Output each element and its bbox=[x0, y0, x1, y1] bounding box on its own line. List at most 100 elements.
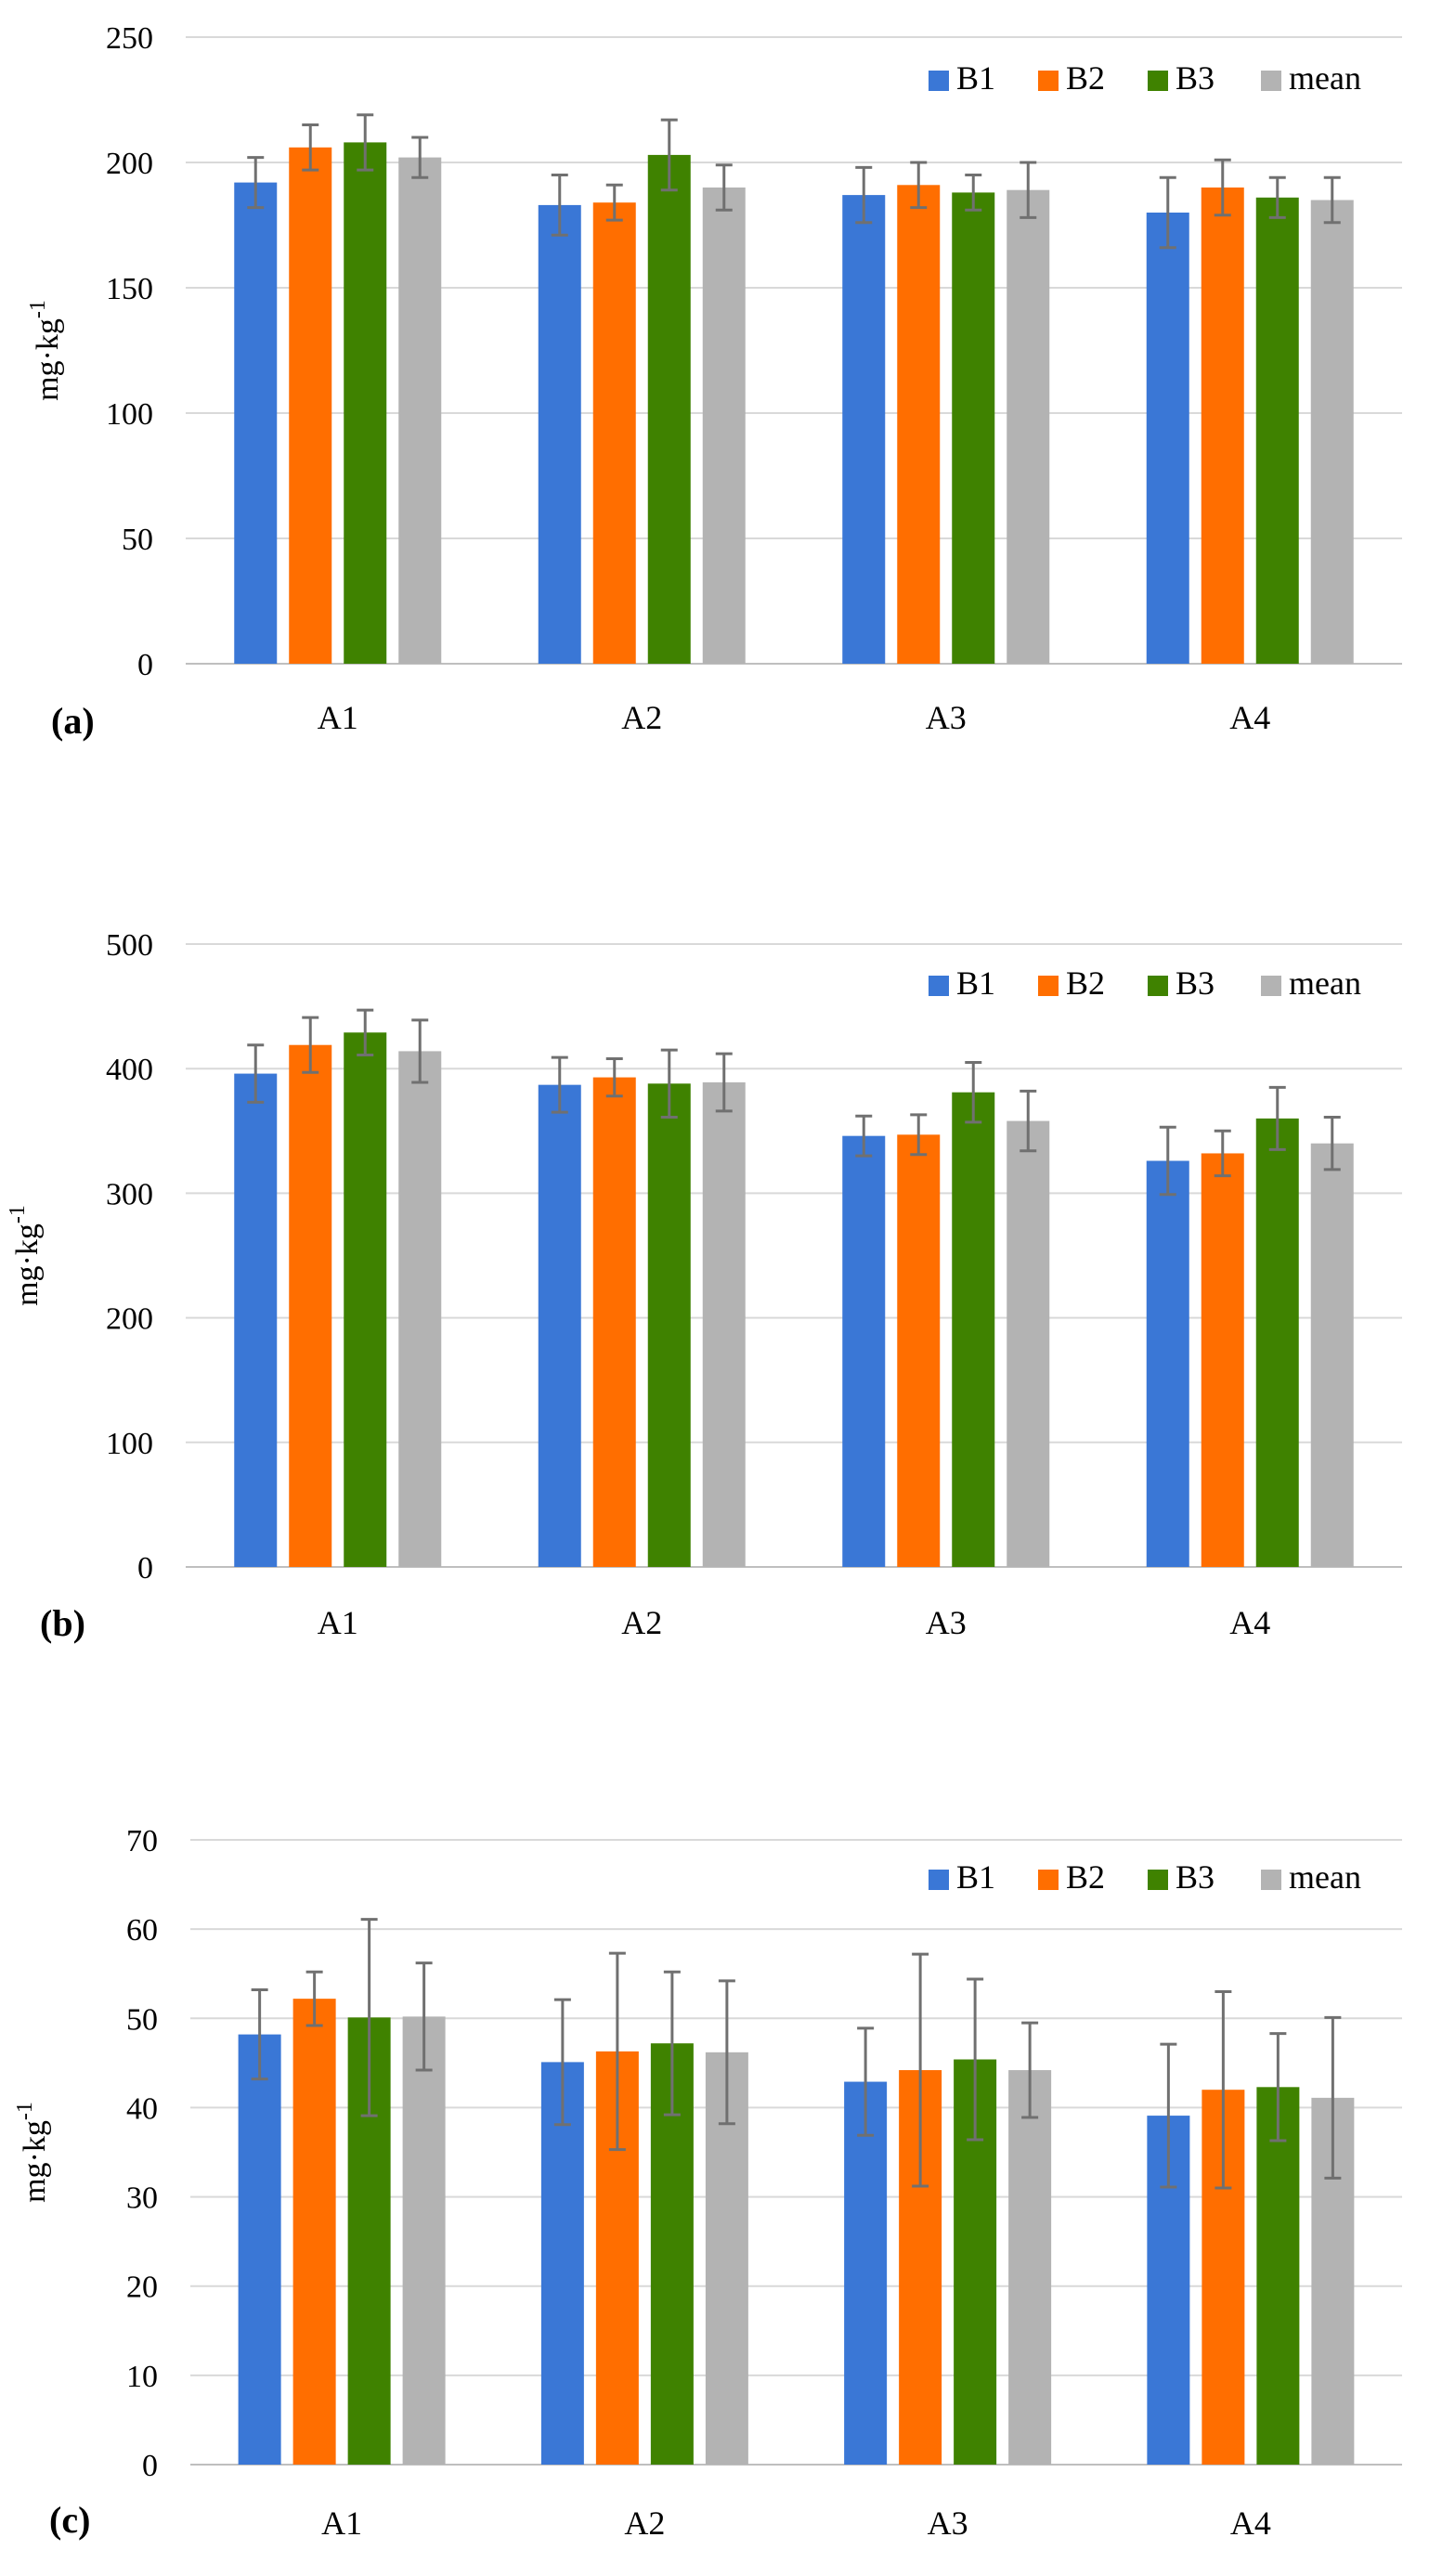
legend-label-mean: mean bbox=[1289, 964, 1361, 1002]
bar-mean-a3 bbox=[1007, 1120, 1050, 1567]
legend-label-b3: B3 bbox=[1176, 1858, 1215, 1896]
legend-label-b2: B2 bbox=[1066, 1858, 1105, 1896]
bar-b3-a4 bbox=[1255, 1118, 1299, 1567]
bar-b2-a3 bbox=[897, 185, 941, 665]
legend-swatch-b2 bbox=[1038, 1870, 1059, 1890]
legend-label-b1: B1 bbox=[956, 964, 995, 1002]
y-tick-label: 60 bbox=[126, 1913, 158, 1948]
legend-label-b2: B2 bbox=[1066, 59, 1105, 97]
bar-b3-a1 bbox=[344, 1032, 387, 1567]
legend-swatch-b1 bbox=[929, 1870, 949, 1890]
y-tick-label: 200 bbox=[106, 147, 153, 181]
y-tick-label: 10 bbox=[126, 2360, 158, 2394]
chart-panel-b: 0 100 200 300 400 500 mg·kg-1 A1 A2 A3 A4 B1 B2 B3 mea… bbox=[6, 928, 1402, 1644]
y-axis-label: mg·kg-1 bbox=[26, 300, 65, 401]
y-tick-label: 250 bbox=[106, 21, 153, 56]
legend-swatch-mean bbox=[1261, 1870, 1281, 1890]
panel-label: (a) bbox=[51, 700, 95, 742]
legend-label-b2: B2 bbox=[1066, 964, 1105, 1002]
bar-mean-a4 bbox=[1310, 1143, 1354, 1567]
legend-swatch-b3 bbox=[1148, 976, 1168, 996]
bar-mean-a3 bbox=[1008, 2070, 1052, 2465]
bar-b1-a4 bbox=[1146, 1160, 1189, 1567]
legend-label-b3: B3 bbox=[1176, 964, 1215, 1002]
bar-b3-a3 bbox=[952, 192, 995, 664]
bar-mean-a2 bbox=[702, 188, 746, 664]
y-tick-label: 500 bbox=[106, 928, 153, 963]
x-category-label: A3 bbox=[926, 1604, 967, 1641]
bar-b3-a2 bbox=[647, 1083, 691, 1567]
legend-label-mean: mean bbox=[1289, 1858, 1361, 1896]
y-tick-label: 150 bbox=[106, 272, 153, 306]
x-category-label: A3 bbox=[926, 699, 967, 736]
legend-label-mean: mean bbox=[1289, 59, 1361, 97]
legend-swatch-mean bbox=[1261, 976, 1281, 996]
chart-panel-c: 0 10 20 30 40 50 60 70 mg·kg-1 A1 A2 A3 A4 B1 B2 B3 mean… bbox=[13, 1824, 1402, 2542]
bar-b1-a2 bbox=[540, 2062, 584, 2465]
y-tick-label: 0 bbox=[142, 2449, 158, 2483]
bar-b1-a1 bbox=[234, 1073, 278, 1567]
bar-mean-a4 bbox=[1310, 200, 1354, 664]
y-axis-label: mg·kg-1 bbox=[13, 2102, 52, 2203]
y-tick-label: 50 bbox=[126, 2002, 158, 2037]
bar-b2-a2 bbox=[592, 202, 636, 664]
x-category-label: A4 bbox=[1229, 699, 1270, 736]
bar-mean-a2 bbox=[702, 1081, 746, 1567]
y-tick-label: 0 bbox=[137, 1551, 153, 1586]
bar-b2-a1 bbox=[289, 147, 332, 665]
legend-swatch-mean bbox=[1261, 71, 1281, 91]
y-tick-label: 70 bbox=[126, 1824, 158, 1858]
y-tick-label: 0 bbox=[137, 648, 153, 682]
bar-mean-a3 bbox=[1007, 189, 1050, 664]
x-category-label: A1 bbox=[318, 1604, 358, 1641]
bar-b2-a4 bbox=[1201, 188, 1244, 664]
bar-b2-a1 bbox=[292, 1999, 336, 2465]
x-category-label: A3 bbox=[928, 2505, 968, 2542]
x-category-label: A4 bbox=[1229, 1604, 1270, 1641]
bar-b2-a2 bbox=[592, 1077, 636, 1567]
x-category-label: A4 bbox=[1230, 2505, 1271, 2542]
y-tick-label: 100 bbox=[106, 1427, 153, 1461]
legend-swatch-b1 bbox=[929, 71, 949, 91]
bar-b1-a1 bbox=[234, 182, 278, 665]
bar-mean-a1 bbox=[398, 157, 442, 665]
legend-swatch-b3 bbox=[1148, 1870, 1168, 1890]
y-axis-label: mg·kg-1 bbox=[6, 1205, 45, 1306]
bar-b2-a3 bbox=[897, 1134, 941, 1567]
bar-b3-a4 bbox=[1256, 2087, 1300, 2465]
legend-label-b1: B1 bbox=[956, 1858, 995, 1896]
y-tick-label: 400 bbox=[106, 1053, 153, 1087]
bar-b3-a3 bbox=[952, 1092, 995, 1567]
y-tick-label: 50 bbox=[122, 523, 153, 557]
y-tick-label: 40 bbox=[126, 2091, 158, 2126]
bar-b3-a2 bbox=[647, 154, 691, 664]
bar-mean-a1 bbox=[398, 1051, 442, 1567]
bar-b3-a1 bbox=[344, 142, 387, 664]
bar-b1-a3 bbox=[842, 195, 886, 664]
y-tick-label: 20 bbox=[126, 2271, 158, 2305]
bar-b2-a4 bbox=[1201, 1153, 1244, 1567]
x-category-label: A1 bbox=[318, 699, 358, 736]
panel-label: (b) bbox=[40, 1602, 85, 1644]
legend-swatch-b2 bbox=[1038, 976, 1059, 996]
x-category-label: A2 bbox=[624, 2505, 665, 2542]
legend-swatch-b2 bbox=[1038, 71, 1059, 91]
legend-swatch-b3 bbox=[1148, 71, 1168, 91]
y-tick-label: 300 bbox=[106, 1177, 153, 1211]
legend-label-b3: B3 bbox=[1176, 59, 1215, 97]
bar-b1-a3 bbox=[842, 1135, 886, 1567]
y-tick-label: 100 bbox=[106, 397, 153, 432]
bar-b1-a4 bbox=[1146, 213, 1189, 664]
x-category-label: A2 bbox=[621, 699, 662, 736]
bar-b1-a3 bbox=[844, 2081, 888, 2465]
legend-label-b1: B1 bbox=[956, 59, 995, 97]
bar-mean-a1 bbox=[402, 2016, 446, 2465]
bar-b3-a4 bbox=[1255, 197, 1299, 665]
legend-swatch-b1 bbox=[929, 976, 949, 996]
x-category-label: A1 bbox=[321, 2505, 362, 2542]
bar-b1-a2 bbox=[538, 1084, 581, 1567]
bar-b1-a2 bbox=[538, 204, 581, 664]
chart-panel-a: 0 50 100 150 200 250 mg·kg-1 A1 A2 A3 A4 B1 B2 B3 mean… bbox=[26, 21, 1402, 742]
y-tick-label: 200 bbox=[106, 1302, 153, 1337]
